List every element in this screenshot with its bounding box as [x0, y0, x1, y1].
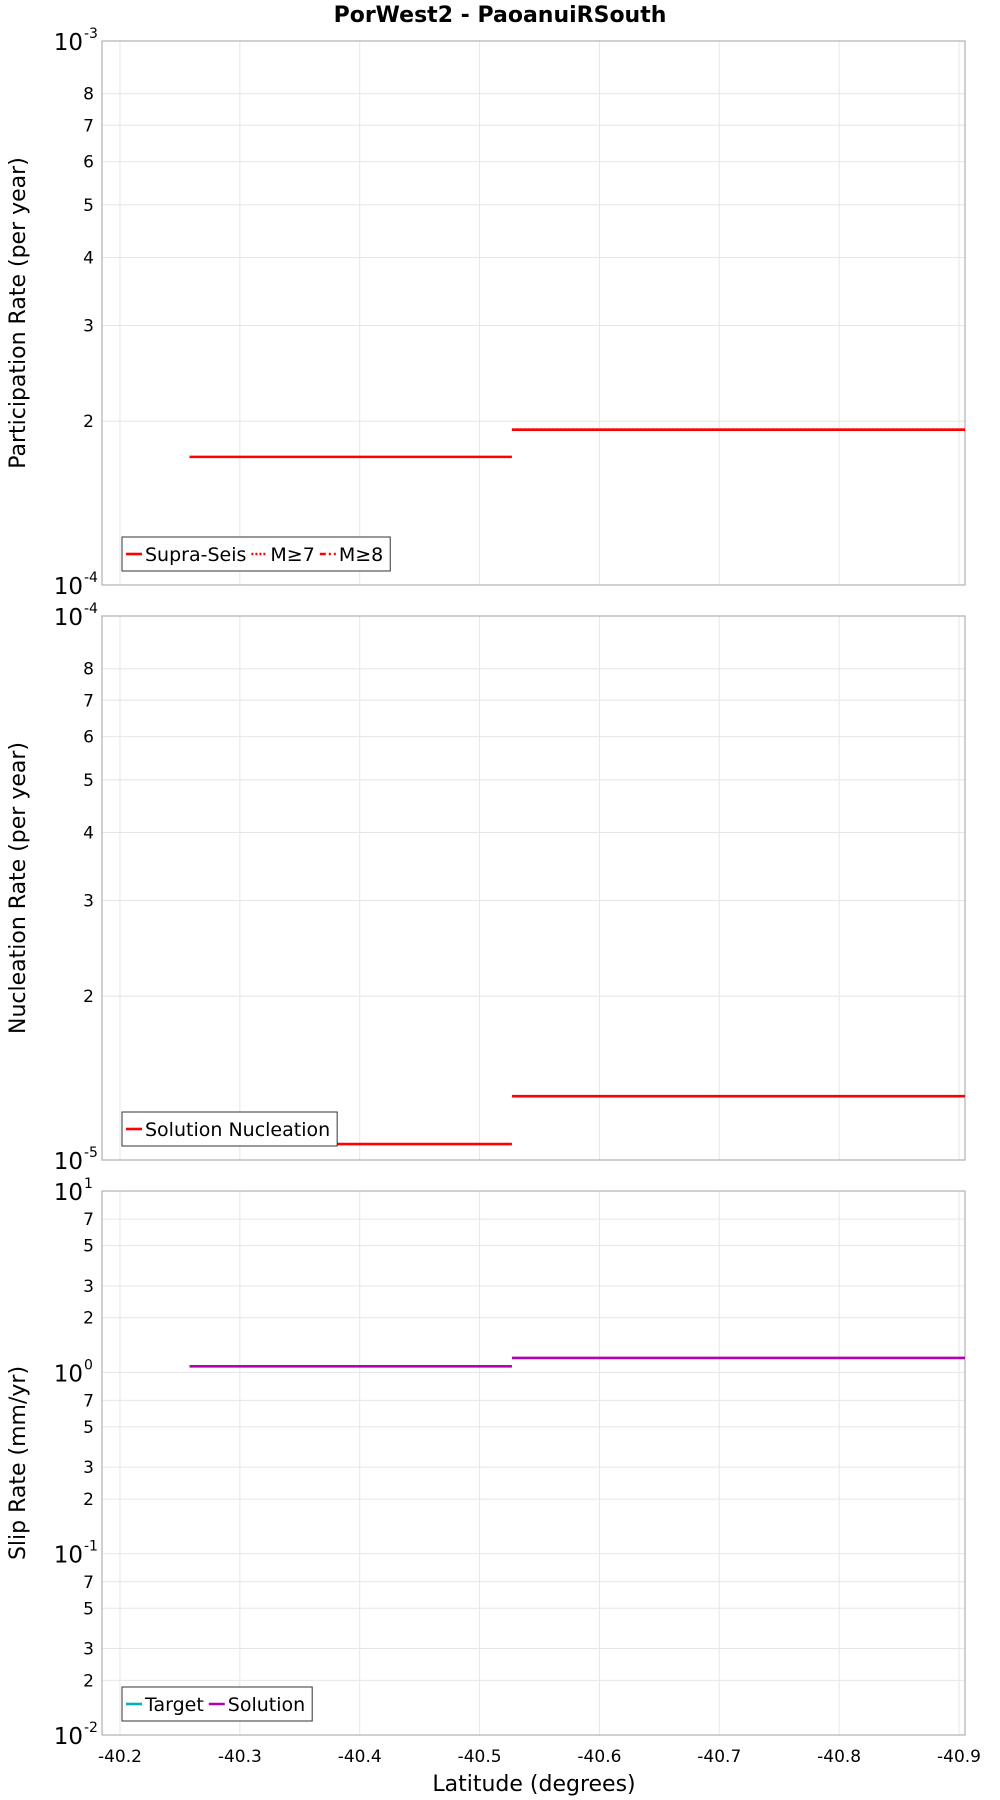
y-tick-label: 5 [83, 771, 94, 791]
x-tick-label: -40.3 [218, 1747, 262, 1767]
y-tick-label: 2 [83, 1671, 94, 1691]
legend-box [121, 1111, 338, 1147]
y-decade-base: 10 [54, 1180, 83, 1206]
y-decade-exponent: -4 [84, 570, 98, 586]
x-tick-label: -40.5 [458, 1747, 502, 1767]
legend-entry-label: Solution Nucleation [145, 1119, 330, 1141]
y-tick-label: 2 [83, 1490, 94, 1510]
y-decade-label: 10 0 [54, 1357, 93, 1387]
y-tick-label: 6 [83, 728, 94, 748]
x-tick-label: -40.9 [937, 1747, 981, 1767]
y-decade-label: 10 1 [54, 1176, 93, 1206]
y-decade-label: 10 -2 [54, 1720, 98, 1750]
legend-entry-label: Supra-Seis [145, 544, 246, 566]
legend-entry-label: M≥8 [339, 544, 383, 566]
y-decade-exponent: 0 [84, 1357, 93, 1373]
y-tick-label: 3 [83, 1277, 94, 1297]
y-tick-label: 7 [83, 1573, 94, 1593]
y-decade-base: 10 [54, 574, 83, 600]
y-tick-label: 3 [83, 316, 94, 336]
y-decade-exponent: -2 [84, 1720, 98, 1736]
y-decade-label: 10 -1 [54, 1539, 98, 1569]
chart-title: PorWest2 - PaoanuiRSouth [334, 3, 667, 28]
y-decade-base: 10 [54, 1149, 83, 1175]
x-tick-label: -40.2 [98, 1747, 142, 1767]
legend: Supra-Seis M≥7 M≥8 [121, 536, 391, 572]
y-tick-label: 3 [83, 1458, 94, 1478]
y-tick-label: 8 [83, 660, 94, 680]
y-tick-label: 7 [83, 691, 94, 711]
legend-entry-label: Solution [228, 1694, 305, 1716]
y-decade-exponent: -3 [84, 26, 98, 42]
y-tick-label: 6 [83, 153, 94, 173]
y-tick-label: 5 [83, 196, 94, 216]
y-decade-base: 10 [54, 605, 83, 631]
plot-frame [101, 40, 966, 586]
y-tick-label: 7 [83, 1391, 94, 1411]
y-decade-label: 10 -4 [54, 601, 98, 631]
y-decade-base: 10 [54, 30, 83, 56]
y-decade-base: 10 [54, 1724, 83, 1750]
series-supra-seis [189, 428, 965, 459]
x-tick-label: -40.4 [338, 1747, 382, 1767]
y-decade-base: 10 [54, 1543, 83, 1569]
x-axis-label: Latitude (degrees) [432, 1772, 635, 1797]
legend: Target Solution [121, 1686, 313, 1722]
y-tick-label: 3 [83, 891, 94, 911]
y-decade-exponent: 1 [84, 1176, 93, 1192]
x-tick-label: -40.8 [817, 1747, 861, 1767]
y-tick-label: 4 [83, 248, 94, 268]
y-tick-label: 5 [83, 1237, 94, 1257]
y-tick-label: 7 [83, 1210, 94, 1230]
y-axis-label: Nucleation Rate (per year) [6, 742, 31, 1034]
x-tick-label: -40.6 [577, 1747, 621, 1767]
y-decade-label: 10 -4 [54, 570, 98, 600]
legend-entry-label: M≥7 [270, 544, 314, 566]
y-axis-label: Slip Rate (mm/yr) [6, 1366, 31, 1560]
y-tick-label: 2 [83, 987, 94, 1007]
x-tick-label: -40.7 [697, 1747, 741, 1767]
legend: Solution Nucleation [121, 1111, 338, 1147]
y-tick-label: 5 [83, 1599, 94, 1619]
y-tick-label: 8 [83, 85, 94, 105]
y-decade-exponent: -1 [84, 1539, 98, 1555]
legend-entry-label: Target [144, 1694, 204, 1716]
y-tick-label: 3 [83, 1639, 94, 1659]
y-tick-label: 5 [83, 1418, 94, 1438]
series-solution [189, 1356, 965, 1368]
y-decade-label: 10 -3 [54, 26, 98, 56]
y-tick-label: 7 [83, 116, 94, 136]
y-decade-exponent: -4 [84, 601, 98, 617]
y-decade-base: 10 [54, 1361, 83, 1387]
plot-frame [101, 615, 966, 1161]
x-axis-ticks: -40.2 -40.3 -40.4 -40.5 -40.6 -40.7 -40.8 -40.9 [98, 1747, 981, 1767]
y-tick-label: 2 [83, 412, 94, 432]
plot-frame [101, 1190, 966, 1736]
y-tick-label: 2 [83, 1309, 94, 1329]
y-tick-label: 4 [83, 823, 94, 843]
y-decade-label: 10 -5 [54, 1145, 98, 1175]
y-decade-exponent: -5 [84, 1145, 98, 1161]
y-axis-label: Participation Rate (per year) [6, 157, 31, 469]
